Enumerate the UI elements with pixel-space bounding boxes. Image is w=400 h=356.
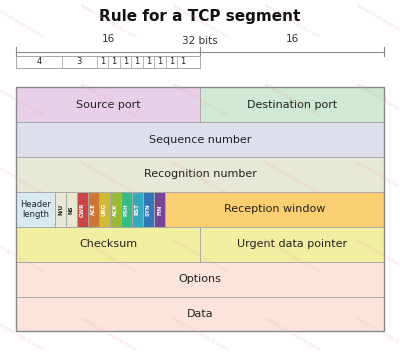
Bar [16,157,384,192]
Text: 1: 1 [146,57,151,67]
Text: 16: 16 [101,35,115,44]
Text: 4: 4 [36,57,42,67]
Bar [16,262,384,297]
Text: Recognition number: Recognition number [144,169,256,179]
Text: sabercomlogica.com: sabercomlogica.com [0,81,46,118]
Text: 1: 1 [157,57,162,67]
Bar [200,87,384,122]
Bar [77,192,88,227]
Text: sabercomlogica.com: sabercomlogica.com [78,316,138,353]
Text: RST: RST [135,203,140,215]
Text: sabercomlogica.com: sabercomlogica.com [354,159,400,197]
Bar [16,297,384,331]
Text: Reception window: Reception window [224,204,325,214]
Text: 1: 1 [134,57,139,67]
Text: sabercomlogica.com: sabercomlogica.com [170,81,230,118]
Text: sabercomlogica.com: sabercomlogica.com [0,316,46,353]
Text: Checksum: Checksum [79,239,137,249]
Text: N/U: N/U [58,204,63,215]
Bar [16,87,200,122]
Text: 1: 1 [180,57,185,67]
Text: Urgent data pointer: Urgent data pointer [237,239,347,249]
Text: sabercomlogica.com: sabercomlogica.com [170,159,230,197]
Text: 3: 3 [76,57,82,67]
Text: sabercomlogica.com: sabercomlogica.com [78,238,138,275]
Text: URG: URG [102,203,107,216]
Text: sabercomlogica.com: sabercomlogica.com [354,316,400,353]
Bar [110,192,121,227]
Bar [55,192,66,227]
Bar [16,56,200,68]
Text: 1: 1 [111,57,116,67]
Text: Sequence number: Sequence number [149,135,251,145]
Text: sabercomlogica.com: sabercomlogica.com [78,159,138,197]
Text: 32 bits: 32 bits [182,36,218,46]
Bar [16,122,384,157]
Text: sabercomlogica.com: sabercomlogica.com [0,3,46,40]
Text: Data: Data [187,309,213,319]
Bar [16,87,384,331]
Text: sabercomlogica.com: sabercomlogica.com [0,159,46,197]
Text: Source port: Source port [76,100,140,110]
Bar [99,192,110,227]
Text: sabercomlogica.com: sabercomlogica.com [0,238,46,275]
Text: CWR: CWR [80,202,85,216]
Bar [16,227,200,262]
Text: FIN: FIN [157,204,162,215]
Bar [16,192,55,227]
Text: 1: 1 [169,57,174,67]
Text: sabercomlogica.com: sabercomlogica.com [170,3,230,40]
Bar [200,227,384,262]
Text: 16: 16 [285,35,299,44]
Text: sabercomlogica.com: sabercomlogica.com [170,238,230,275]
Text: sabercomlogica.com: sabercomlogica.com [262,238,322,275]
Text: sabercomlogica.com: sabercomlogica.com [78,3,138,40]
Bar [165,192,384,227]
Text: sabercomlogica.com: sabercomlogica.com [354,3,400,40]
Bar [66,192,77,227]
Text: Header
length: Header length [20,200,51,219]
Text: ACE: ACE [91,203,96,215]
Text: sabercomlogica.com: sabercomlogica.com [354,238,400,275]
Text: sabercomlogica.com: sabercomlogica.com [262,316,322,353]
Text: sabercomlogica.com: sabercomlogica.com [354,81,400,118]
Text: sabercomlogica.com: sabercomlogica.com [262,3,322,40]
Bar [132,192,143,227]
Bar [121,192,132,227]
Bar [154,192,165,227]
Text: Destination port: Destination port [247,100,337,110]
Text: Options: Options [178,274,222,284]
Text: sabercomlogica.com: sabercomlogica.com [262,81,322,118]
Text: SYN: SYN [146,203,151,216]
Bar [143,192,154,227]
Text: ACK: ACK [113,203,118,216]
Text: NS: NS [69,205,74,214]
Text: Rule for a TCP segment: Rule for a TCP segment [99,9,301,24]
Text: 1: 1 [100,57,105,67]
Text: PSH: PSH [124,203,129,216]
Text: sabercomlogica.com: sabercomlogica.com [78,81,138,118]
Text: sabercomlogica.com: sabercomlogica.com [262,159,322,197]
Text: 1: 1 [123,57,128,67]
Bar [88,192,99,227]
Text: sabercomlogica.com: sabercomlogica.com [170,316,230,353]
